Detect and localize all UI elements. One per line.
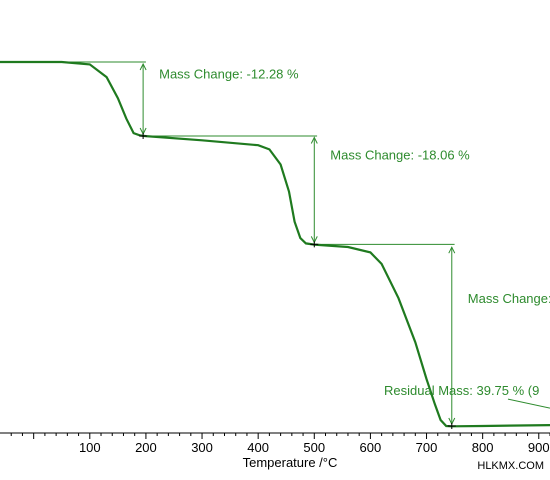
arrow-head-up	[310, 136, 318, 144]
mass-change-label: Mass Change: -12.28 %	[159, 66, 299, 81]
watermark-text: HLKMX.COM	[477, 460, 544, 472]
mass-change-annotations: Mass Change: -12.28 % Mass Change: -18.06…	[139, 62, 550, 429]
x-tick-label: 800	[472, 440, 494, 455]
arrow-head-up	[139, 62, 147, 71]
mass-change-label: Mass Change: -18.06 %	[330, 147, 470, 162]
x-axis-title: Temperature /°C	[243, 455, 338, 470]
x-tick-label: 200	[135, 440, 157, 455]
x-ticks: 100 200 300 400 500 600 700 800 900	[10, 433, 550, 455]
mass-curve	[0, 60, 550, 428]
x-tick-label: 100	[79, 440, 101, 455]
x-tick-label: 500	[303, 440, 325, 455]
mass-change-label: Mass Change: -2	[468, 291, 550, 306]
residual-leader-line	[507, 398, 550, 409]
residual-mass-label: Residual Mass: 39.75 % (9	[384, 383, 539, 398]
x-tick-label: 900	[528, 440, 550, 455]
x-tick-label: 700	[416, 440, 438, 455]
x-tick-label: 400	[247, 440, 269, 455]
x-tick-label: 300	[191, 440, 213, 455]
arrow-head-up	[448, 246, 456, 254]
x-tick-label: 600	[360, 440, 382, 455]
reference-lines	[61, 61, 455, 245]
